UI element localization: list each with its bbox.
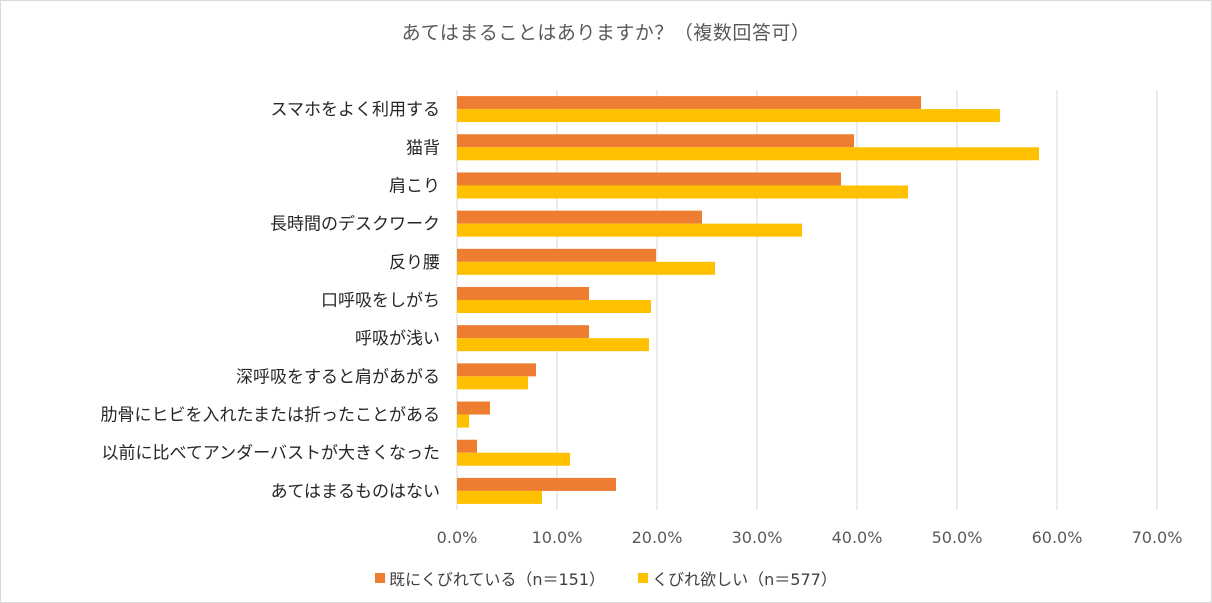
bar-series-2 — [457, 376, 528, 390]
bar-series-1 — [457, 134, 854, 148]
category-label: 以前に比べてアンダーバストが大きくなった — [102, 444, 440, 464]
category-label: スマホをよく利用する — [271, 100, 441, 120]
category-label: あてはまるものはない — [271, 482, 440, 502]
x-tick-label: 60.0% — [1032, 528, 1083, 547]
bar-series-2 — [457, 452, 570, 466]
x-tick-label: 40.0% — [832, 528, 883, 547]
bar-series-2 — [457, 300, 651, 313]
category-label: 肋骨にヒビを入れたまたは折ったことがある — [101, 406, 441, 426]
bar-series-2 — [457, 338, 649, 352]
bar-series-1 — [457, 401, 490, 415]
category-label: 呼吸が浅い — [355, 329, 440, 349]
chart-legend: 既にくびれている（n＝151） くびれ欲しい（n＝577） — [0, 566, 1212, 590]
x-tick-label: 70.0% — [1132, 528, 1183, 547]
legend-label-series-2: くびれ欲しい（n＝577） — [652, 570, 837, 589]
category-label: 肩こり — [389, 176, 440, 196]
x-tick-label: 0.0% — [437, 528, 478, 547]
bar-series-1 — [457, 477, 616, 491]
category-label: 深呼吸をすると肩があがる — [236, 367, 440, 387]
bar-series-1 — [457, 96, 921, 110]
legend-swatch-series-2 — [638, 573, 649, 583]
x-tick-label: 10.0% — [532, 528, 583, 547]
chart-title: あてはまることはありますか？（複数回答可） — [401, 22, 811, 44]
x-tick-label: 20.0% — [632, 528, 683, 547]
bar-series-2 — [457, 261, 715, 275]
legend-label-series-1: 既にくびれている（n＝151） — [389, 570, 606, 589]
bar-series-1 — [457, 248, 656, 262]
bar-series-1 — [457, 325, 589, 339]
bar-series-1 — [457, 172, 841, 186]
bar-series-2 — [457, 147, 1039, 161]
bar-series-2 — [457, 185, 908, 199]
bar-series-1 — [457, 210, 702, 224]
category-label: 猫背 — [406, 138, 440, 158]
bar-series-2 — [457, 490, 542, 504]
x-tick-label: 50.0% — [932, 528, 983, 547]
legend-item-series-2: くびれ欲しい（n＝577） — [638, 566, 837, 590]
legend-swatch-series-1 — [375, 573, 386, 583]
bar-series-2 — [457, 109, 1000, 123]
legend-item-series-1: 既にくびれている（n＝151） — [375, 566, 605, 590]
x-tick-label: 30.0% — [732, 528, 783, 547]
category-label: 長時間のデスクワーク — [270, 214, 440, 235]
bar-series-1 — [457, 439, 477, 453]
bar-series-1 — [457, 287, 589, 300]
bar-series-2 — [457, 223, 802, 237]
category-label: 反り腰 — [389, 253, 440, 273]
bar-series-1 — [457, 363, 536, 377]
category-label: 口呼吸をしがち — [321, 291, 440, 311]
bar-series-2 — [457, 414, 469, 428]
